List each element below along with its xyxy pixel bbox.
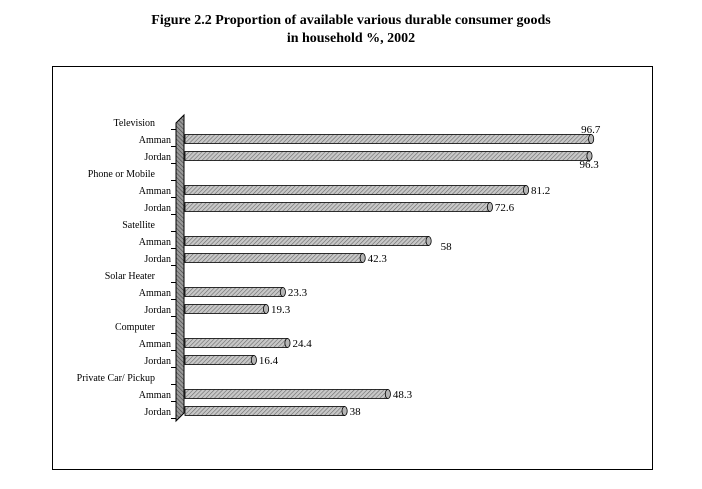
figure-title: Figure 2.2 Proportion of available vario… (0, 12, 702, 48)
data-label: 96.3 (579, 159, 599, 171)
category-label: Private Car/ Pickup (77, 373, 155, 384)
data-label: 42.3 (368, 253, 388, 265)
bar-end-cap (384, 389, 391, 399)
bar (184, 236, 430, 246)
bar (184, 287, 284, 297)
data-label: 24.4 (292, 338, 312, 350)
data-label: 23.3 (288, 287, 308, 299)
bar-end-cap (425, 236, 432, 246)
bar-end-cap (486, 202, 493, 212)
bar-label: Jordan (144, 254, 171, 265)
bar (184, 406, 346, 416)
bar (184, 134, 592, 144)
bar-end-cap (359, 253, 366, 263)
bar-label: Amman (139, 237, 171, 248)
category-label: Computer (115, 322, 156, 333)
axis-wall (175, 113, 185, 423)
data-label: 38 (350, 406, 362, 418)
category-label: Satellite (122, 220, 155, 231)
category-labels: Television Amman Jordan Phone or Mobile Amma… (77, 118, 171, 418)
bar-end-cap (341, 406, 348, 416)
bar-end-cap (250, 355, 257, 365)
category-axis (171, 113, 185, 423)
bar-label: Amman (139, 186, 171, 197)
bar (184, 151, 590, 161)
category-label: Television (113, 118, 155, 129)
bar (184, 304, 267, 314)
bar (184, 185, 527, 195)
bar-label: Jordan (144, 152, 171, 163)
bar-label: Amman (139, 288, 171, 299)
bar-end-cap (523, 185, 530, 195)
bar (184, 202, 491, 212)
figure-title-line-2: in household %, 2002 (286, 31, 416, 46)
bar (184, 253, 364, 263)
bar-end-cap (586, 151, 593, 161)
bar-label: Amman (139, 135, 171, 146)
bar (184, 389, 389, 399)
bar-label: Jordan (144, 203, 171, 214)
data-label: 19.3 (271, 304, 291, 316)
bar-end-cap (263, 304, 270, 314)
chart-frame: 96.7 96.3 81.2 72.6 58 42.3 23.3 19.3 24.4 16.4 48… (52, 66, 653, 470)
data-label: 48.3 (393, 389, 413, 401)
bar-end-cap (279, 287, 286, 297)
bar-label: Jordan (144, 305, 171, 316)
bar-label: Amman (139, 390, 171, 401)
bar-chart: 96.7 96.3 81.2 72.6 58 42.3 23.3 19.3 24.4 16.4 48… (77, 113, 601, 423)
bar-series: 96.7 96.3 81.2 72.6 58 42.3 23.3 19.3 24.4 16.4 48… (184, 124, 601, 418)
data-label: 58 (441, 241, 453, 253)
data-label: 81.2 (531, 185, 550, 197)
data-label: 72.6 (495, 202, 515, 214)
bar (184, 355, 255, 365)
category-label: Solar Heater (105, 271, 156, 282)
bar-label: Amman (139, 339, 171, 350)
data-label: 96.7 (581, 124, 601, 136)
bar-label: Jordan (144, 407, 171, 418)
category-label: Phone or Mobile (88, 169, 156, 180)
figure-title-line-1: Figure 2.2 Proportion of available vario… (151, 13, 551, 28)
bar-end-cap (588, 134, 595, 144)
bar-label: Jordan (144, 356, 171, 367)
bar-end-cap (284, 338, 291, 348)
data-label: 16.4 (259, 355, 279, 367)
bar (184, 338, 288, 348)
